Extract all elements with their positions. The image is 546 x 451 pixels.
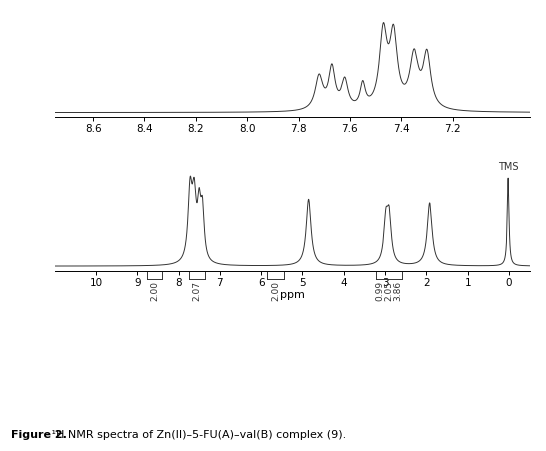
Text: TMS: TMS	[498, 161, 518, 171]
Text: 2.05: 2.05	[384, 281, 393, 300]
Text: 0.99: 0.99	[376, 281, 385, 301]
Text: 2.00: 2.00	[150, 281, 159, 300]
X-axis label: ppm: ppm	[280, 290, 305, 300]
Text: 2.07: 2.07	[193, 281, 201, 300]
Text: 3.86: 3.86	[393, 281, 402, 301]
Text: ¹H NMR spectra of Zn(II)–5-FU(A)–val(B) complex (9).: ¹H NMR spectra of Zn(II)–5-FU(A)–val(B) …	[48, 430, 346, 440]
Text: 2.00: 2.00	[271, 281, 280, 300]
Text: Figure 2.: Figure 2.	[11, 430, 67, 440]
